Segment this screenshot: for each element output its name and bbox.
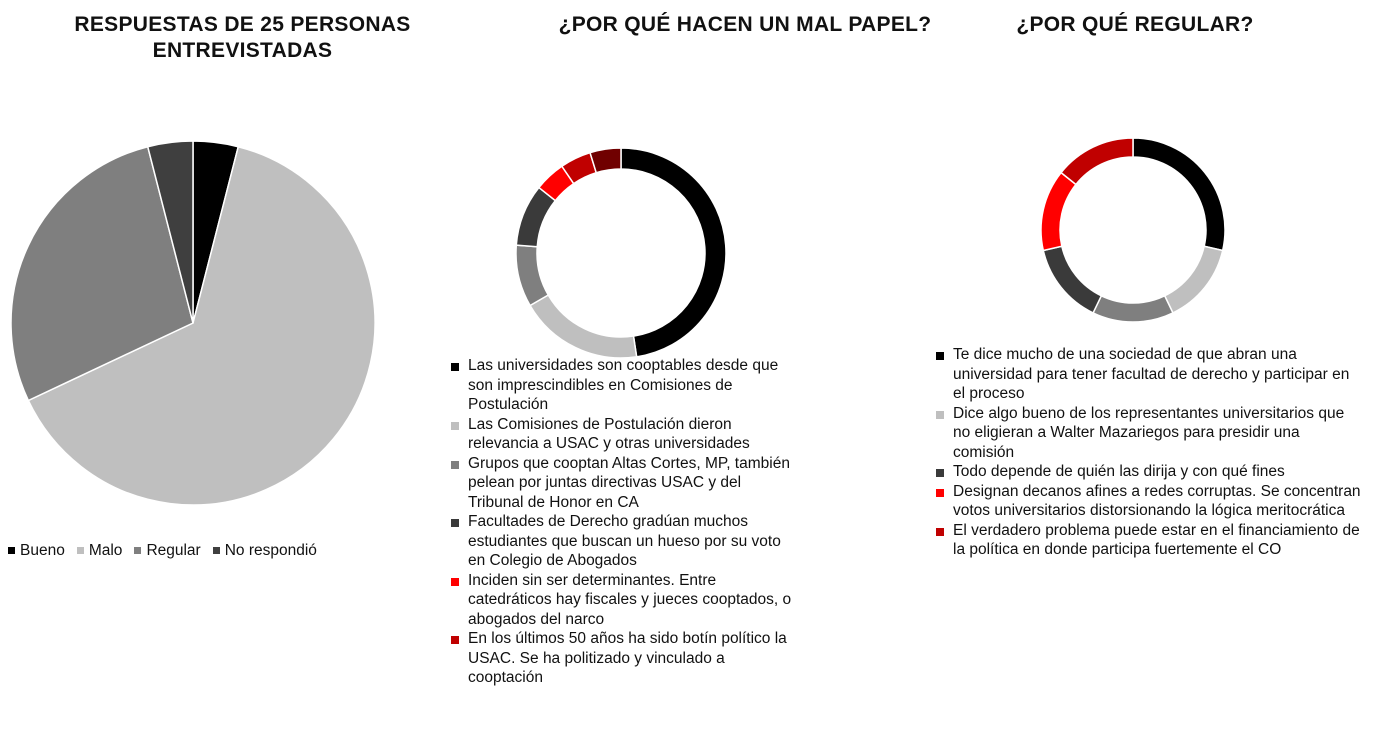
- legend-label: Dice algo bueno de los representantes un…: [953, 404, 1345, 461]
- legend: Bueno Malo Regular No respondió: [8, 541, 428, 561]
- legend-swatch: [451, 363, 459, 371]
- legend-item: Malo: [76, 541, 123, 561]
- legend-item: No respondió: [212, 541, 317, 561]
- pie-slice: [146, 140, 194, 324]
- legend-item: Las universidades son cooptables desde q…: [448, 356, 798, 415]
- legend-item: Designan decanos afines a redes corrupta…: [933, 482, 1363, 521]
- legend-item: Grupos que cooptan Altas Cortes, MP, tam…: [448, 454, 798, 513]
- legend-item: Las Comisiones de Postulación dieron rel…: [448, 415, 798, 454]
- legend-item: Inciden sin ser determinantes. Entre cat…: [448, 571, 798, 630]
- legend-label: Designan decanos afines a redes corrupta…: [953, 482, 1361, 520]
- legend-label: Facultades de Derecho gradúan muchos est…: [468, 513, 781, 569]
- donut-segment: [620, 147, 727, 358]
- legend-item: Facultades de Derecho gradúan muchos est…: [448, 512, 798, 571]
- donut-segment: [1132, 137, 1226, 252]
- pie-slice: [27, 145, 376, 506]
- legend-label: El verdadero problema puede estar en el …: [953, 521, 1360, 559]
- legend-swatch: [936, 488, 944, 497]
- legend-label: Malo: [88, 542, 123, 559]
- legend-item: Te dice mucho de una sociedad de que abr…: [933, 345, 1363, 404]
- legend-swatch: [8, 547, 15, 554]
- legend: Te dice mucho de una sociedad de que abr…: [933, 345, 1363, 560]
- legend-swatch: [936, 352, 944, 360]
- legend-swatch: [451, 460, 459, 469]
- legend: Las universidades son cooptables desde q…: [448, 356, 798, 688]
- chart-title: ¿POR QUÉ REGULAR?: [1016, 13, 1254, 36]
- legend-label: Bueno: [20, 542, 65, 559]
- legend-label: Te dice mucho de una sociedad de que abr…: [953, 346, 1350, 402]
- pie-slice: [10, 145, 194, 402]
- donut-segment: [1092, 294, 1174, 323]
- legend-swatch: [451, 421, 459, 430]
- legend-label: No respondió: [224, 542, 317, 559]
- legend-item: Regular: [134, 541, 201, 561]
- legend-swatch: [936, 527, 944, 536]
- donut-segment: [529, 293, 638, 359]
- legend-item: En los últimos 50 años ha sido botín pol…: [448, 629, 798, 688]
- legend-swatch: [451, 577, 459, 586]
- legend-item: Bueno: [8, 541, 65, 561]
- legend-item: Todo depende de quién las dirija y con q…: [933, 462, 1363, 482]
- chart-title: RESPUESTAS DE 25 PERSONAS ENTREVISTADAS: [74, 13, 411, 62]
- donut-segment: [589, 147, 622, 174]
- legend-swatch: [936, 410, 944, 419]
- legend-swatch: [76, 547, 84, 554]
- legend-swatch: [451, 636, 459, 644]
- legend-label: Las universidades son cooptables desde q…: [468, 357, 779, 413]
- donut-segment: [1040, 171, 1077, 252]
- legend-swatch: [451, 519, 459, 527]
- legend-swatch: [212, 547, 220, 554]
- legend-label: Las Comisiones de Postulación dieron rel…: [468, 415, 750, 453]
- donut-segment: [515, 244, 550, 307]
- legend-label: Inciden sin ser determinantes. Entre cat…: [468, 571, 792, 628]
- legend-label: Regular: [146, 542, 201, 559]
- donut-segment: [1060, 137, 1134, 186]
- legend-label: Grupos que cooptan Altas Cortes, MP, tam…: [468, 454, 790, 511]
- donut-segment: [1042, 245, 1103, 314]
- legend-label: Todo depende de quién las dirija y con q…: [953, 463, 1285, 480]
- legend-item: Dice algo bueno de los representantes un…: [933, 404, 1363, 463]
- donut-segment: [1163, 245, 1224, 314]
- legend-item: El verdadero problema puede estar en el …: [933, 521, 1363, 560]
- legend-swatch: [936, 469, 944, 477]
- chart-title: ¿POR QUÉ HACEN UN MAL PAPEL?: [558, 13, 932, 36]
- legend-label: En los últimos 50 años ha sido botín pol…: [468, 630, 787, 686]
- legend-swatch: [134, 547, 142, 554]
